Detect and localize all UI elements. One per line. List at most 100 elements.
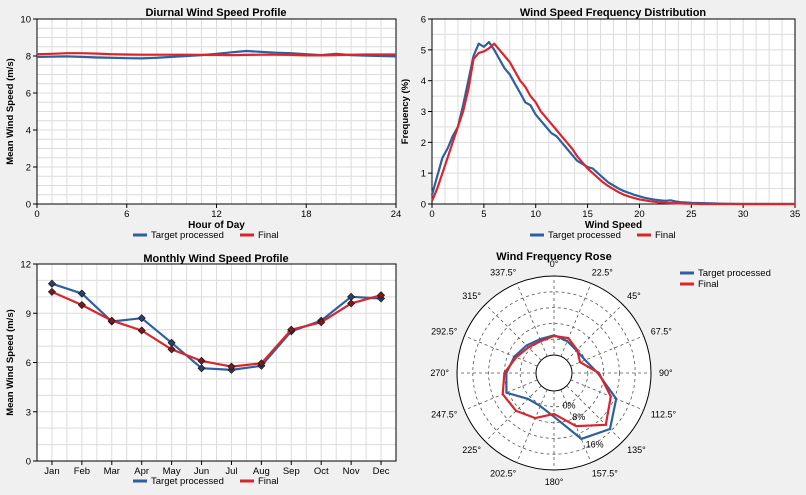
direction-label: 135° (627, 445, 646, 455)
data-point-final (257, 359, 266, 368)
y-axis-label: Mean Wind Speed (m/s) (5, 309, 16, 416)
x-tick-label: May (163, 466, 181, 477)
x-tick-label: 20 (634, 209, 645, 220)
rose-spoke (570, 379, 644, 411)
rose-spoke (485, 304, 542, 361)
x-tick-label: Dec (373, 466, 390, 477)
x-tick-label: 0 (34, 209, 39, 220)
data-point-final (347, 299, 356, 308)
data-point-target (47, 279, 56, 288)
rose-ring (488, 307, 620, 439)
legend-label: Final (258, 476, 279, 487)
ring-label: 16% (586, 439, 604, 449)
x-tick-label: Oct (314, 466, 329, 477)
x-tick-label: Apr (134, 466, 149, 477)
data-point-final (107, 316, 116, 325)
y-tick-label: 1 (421, 169, 426, 180)
direction-label: 180° (545, 477, 564, 487)
rose-spoke (516, 283, 548, 357)
y-tick-label: 0 (421, 200, 426, 211)
x-tick-label: Jun (194, 466, 209, 477)
monthly-chart: 0 3 6 9 12 Jan Feb Mar Apr May Jun Jul Aug Sep Oct Nov D… (5, 253, 397, 477)
direction-label: 90° (659, 368, 673, 378)
direction-label: 337.5° (490, 267, 517, 277)
y-tick-label: 6 (26, 358, 31, 369)
data-point-final (47, 287, 56, 296)
x-tick-label: 24 (391, 209, 402, 220)
x-tick-label: 15 (582, 209, 593, 220)
direction-label: 22.5° (592, 267, 614, 277)
series-line-final (430, 42, 795, 206)
direction-label: 292.5° (431, 326, 458, 336)
x-tick-label: Feb (74, 466, 90, 477)
direction-label: 0° (550, 259, 559, 269)
legend-label: Target processed (151, 230, 224, 241)
chart-title: Wind Frequency Rose (496, 251, 611, 263)
data-point-final (137, 326, 146, 335)
y-tick-label: 4 (26, 126, 31, 137)
y-tick-label: 10 (20, 15, 31, 26)
direction-label: 315° (462, 291, 481, 301)
y-tick-label: 0 (26, 457, 31, 468)
x-tick-label: 18 (301, 209, 312, 220)
data-point-final (317, 318, 326, 327)
y-tick-label: 0 (26, 200, 31, 211)
x-tick-label: Jul (225, 466, 237, 477)
x-tick-label: 6 (124, 209, 129, 220)
x-tick-label: 10 (530, 209, 541, 220)
direction-label: 247.5° (431, 410, 458, 420)
y-tick-label: 5 (421, 45, 426, 56)
legend: Target processed Final (530, 230, 676, 241)
legend-label: Final (655, 230, 676, 241)
rose-inner-ring (535, 354, 573, 392)
data-point-final (287, 325, 296, 334)
legend: Target processed Final (133, 230, 279, 241)
x-tick-label: 25 (686, 209, 697, 220)
data-point-final (227, 362, 236, 371)
series-line-target (36, 49, 397, 60)
rose-series-final (501, 334, 612, 428)
data-point-final (197, 356, 206, 365)
y-tick-label: 9 (26, 309, 31, 320)
rose-spoke (570, 335, 644, 367)
rose-spoke (485, 385, 542, 442)
direction-label: 225° (462, 445, 481, 455)
y-tick-label: 4 (421, 76, 426, 87)
chart-title: Wind Speed Frequency Distribution (520, 7, 707, 19)
y-tick-label: 6 (26, 89, 31, 100)
direction-label: 67.5° (651, 326, 673, 336)
y-tick-label: 3 (421, 107, 426, 118)
legend-label: Final (258, 230, 279, 241)
legend-label: Target processed (698, 268, 771, 279)
data-point-target (77, 289, 86, 298)
x-axis-label: Wind Speed (585, 220, 642, 231)
x-tick-label: Sep (283, 466, 300, 477)
x-tick-label: Jan (44, 466, 59, 477)
data-point-final (77, 301, 86, 310)
y-tick-label: 8 (26, 52, 31, 63)
series-line-target (430, 40, 795, 206)
y-tick-label: 6 (421, 15, 426, 26)
series-line-final (51, 290, 382, 368)
data-point-target (137, 314, 146, 323)
y-axis-label: Mean Wind Speed (m/s) (5, 58, 16, 165)
rose-spoke (464, 379, 538, 411)
legend-label: Final (698, 279, 719, 290)
rose-ring (472, 291, 636, 455)
rose-spoke (560, 283, 592, 357)
ring-label: 0% (562, 401, 575, 411)
y-axis-label: Frequency (%) (400, 79, 411, 144)
rose-spoke (516, 389, 548, 463)
x-axis-label: Hour of Day (188, 220, 245, 231)
legend-label: Target processed (548, 230, 621, 241)
data-point-target (197, 364, 206, 373)
x-tick-label: 35 (790, 209, 801, 220)
direction-label: 45° (627, 291, 641, 301)
data-point-final (167, 345, 176, 354)
chart-title: Monthly Wind Speed Profile (143, 253, 288, 265)
rose-spoke (560, 389, 592, 463)
